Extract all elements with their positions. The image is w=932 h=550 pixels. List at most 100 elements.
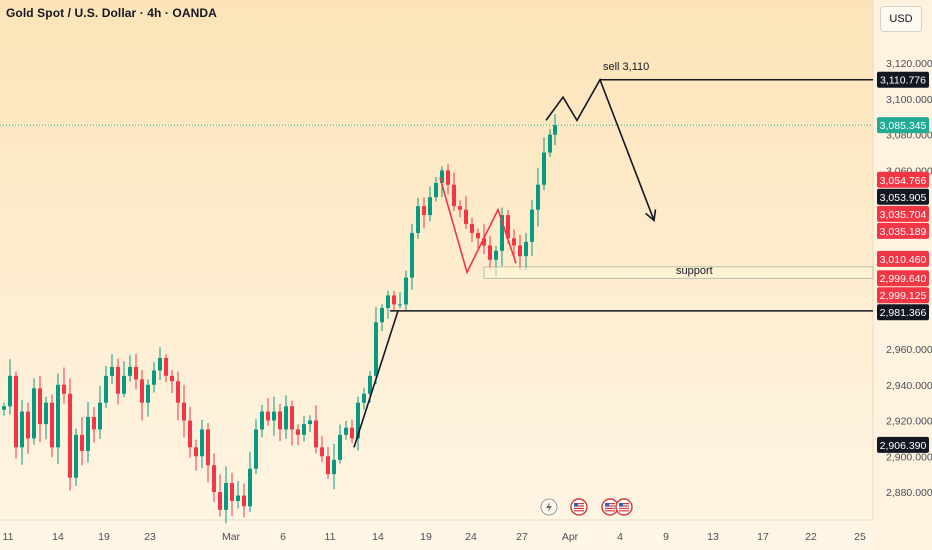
- y-tick-label: 3,100.000: [886, 94, 932, 106]
- x-tick-label: 24: [465, 531, 477, 543]
- candle-body: [248, 468, 252, 507]
- y-tick-label: 2,960.000: [886, 344, 932, 356]
- candle-body: [374, 322, 378, 376]
- candle-body: [458, 206, 462, 210]
- price-label-bg: [877, 287, 929, 304]
- candle-body: [302, 424, 306, 435]
- candle-body: [170, 375, 174, 382]
- candle-body: [368, 375, 372, 394]
- candle-body: [380, 307, 384, 323]
- candle-body: [62, 384, 66, 394]
- candle-body: [404, 277, 408, 305]
- candle-body: [350, 427, 354, 439]
- price-label-text: 3,035.189: [880, 226, 927, 238]
- candle-body: [338, 434, 342, 460]
- support-zone: [483, 266, 874, 279]
- candle-body: [464, 209, 468, 225]
- candle-body: [470, 224, 474, 233]
- flag-icon-stripe: [619, 510, 629, 512]
- y-tick-label: 2,880.000: [886, 487, 932, 499]
- price-label-text: 3,053.905: [880, 192, 927, 204]
- price-label-bg: [877, 270, 929, 287]
- flag-icon-stripe: [619, 507, 629, 509]
- candle-body: [98, 402, 102, 430]
- currency-button[interactable]: USD: [880, 6, 922, 32]
- candle-body: [176, 381, 180, 403]
- price-label: 2,981.366: [877, 304, 929, 321]
- us-flag-icon: [570, 498, 588, 516]
- candle-body: [80, 434, 84, 451]
- candle-body: [548, 134, 552, 153]
- candle-body: [308, 420, 312, 425]
- price-label: 3,085.345: [877, 117, 929, 134]
- candle-body: [326, 456, 330, 475]
- candle-body: [392, 295, 396, 305]
- flag-icon-stripe: [574, 507, 584, 509]
- price-label-text: 2,981.366: [880, 307, 927, 319]
- candle-body: [194, 447, 198, 457]
- candle-body: [542, 152, 546, 185]
- flag-icon-stripe: [574, 505, 584, 507]
- candle-body: [20, 411, 24, 448]
- candle-body: [110, 366, 114, 376]
- candle-body: [530, 209, 534, 242]
- price-label-bg: [877, 117, 929, 134]
- x-tick-label: 6: [280, 531, 286, 543]
- candle-body: [134, 366, 138, 380]
- candle-body: [206, 429, 210, 466]
- candle-body: [224, 483, 228, 510]
- candle-body: [410, 232, 414, 278]
- candle-body: [362, 393, 366, 403]
- candle-body: [512, 238, 516, 246]
- candle-body: [314, 420, 318, 448]
- candle-body: [164, 358, 168, 376]
- candle-body: [68, 393, 72, 478]
- y-tick-label: 3,120.000: [886, 58, 932, 70]
- candle-body: [332, 459, 336, 475]
- candle-body: [86, 416, 90, 451]
- candle-body: [428, 197, 432, 216]
- candle-body: [152, 370, 156, 385]
- candle-body: [524, 241, 528, 257]
- candle-body: [92, 416, 96, 430]
- candle-body: [398, 304, 402, 306]
- flag-icon-stripe: [605, 505, 615, 507]
- trendline: [353, 310, 399, 448]
- candle-body: [434, 182, 438, 198]
- lightning-icon-bolt: [546, 502, 552, 512]
- candle-body: [386, 295, 390, 308]
- price-label-bg: [877, 436, 929, 453]
- x-tick-label: Apr: [562, 531, 579, 543]
- candle-body: [200, 429, 204, 457]
- sell-annotation: sell 3,110: [603, 61, 649, 73]
- flag-icon-stripe: [605, 510, 615, 512]
- flag-icon-stripe: [619, 503, 629, 505]
- x-tick-label: 25: [854, 531, 866, 543]
- candle-body: [476, 232, 480, 239]
- price-label-text: 3,054.766: [880, 175, 927, 187]
- candle-body: [440, 170, 444, 183]
- candle-body: [452, 184, 456, 207]
- candle-body: [518, 245, 522, 257]
- x-tick-label: 11: [325, 531, 336, 543]
- candle-body: [128, 366, 132, 376]
- price-label-bg: [877, 188, 929, 205]
- flag-icon-canton: [605, 503, 609, 507]
- candle-body: [278, 411, 282, 430]
- price-label: 2,999.125: [877, 287, 929, 304]
- projection-arrow-head: [645, 209, 657, 222]
- x-tick-label: 17: [757, 531, 769, 543]
- flag-icon-ring: [615, 498, 633, 516]
- pattern-path: [439, 177, 517, 275]
- y-tick-label: 2,940.000: [886, 380, 932, 392]
- price-label: 3,110.776: [877, 71, 929, 88]
- candle-body: [74, 434, 78, 478]
- price-label-bg: [877, 304, 929, 321]
- support-annotation: support: [676, 265, 713, 277]
- candle-body: [212, 465, 216, 492]
- flag-icon-canton: [619, 503, 623, 507]
- flag-icon-canton: [574, 503, 578, 507]
- flag-icon-stripe: [574, 503, 584, 505]
